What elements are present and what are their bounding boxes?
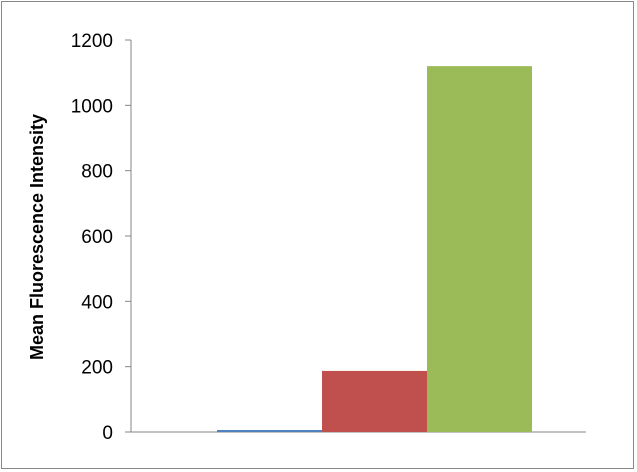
y-tick-label: 400 <box>81 292 113 313</box>
y-tick-label: 1000 <box>71 96 113 117</box>
bars <box>217 66 532 432</box>
bar-series-1 <box>217 430 322 432</box>
y-tick-label: 600 <box>81 227 113 248</box>
bar-series-2 <box>322 370 427 432</box>
y-tick-label: 800 <box>81 162 113 183</box>
y-tick-label: 200 <box>81 358 113 379</box>
y-tick-label: 0 <box>102 423 113 444</box>
bar-series-3 <box>427 66 532 432</box>
y-axis: 0 200 400 600 800 1000 1200 <box>71 31 586 444</box>
y-tick-label: 1200 <box>71 31 113 52</box>
y-axis-title: Mean Fluorescence Intensity <box>27 114 47 360</box>
